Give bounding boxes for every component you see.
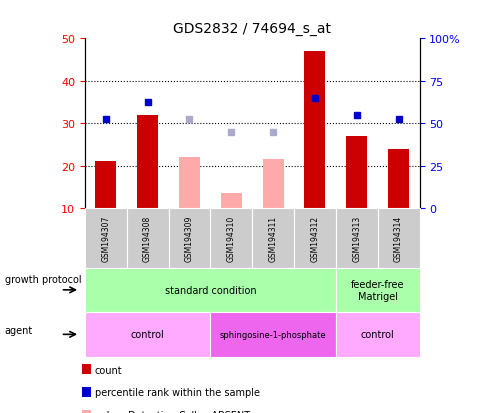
Text: GSM194309: GSM194309 (184, 215, 194, 262)
Bar (346, 137, 366, 209)
Text: GSM194313: GSM194313 (351, 216, 361, 261)
Bar (262, 160, 283, 209)
Text: growth protocol: growth protocol (5, 275, 81, 285)
Text: GSM194312: GSM194312 (310, 216, 319, 261)
Text: GSM194308: GSM194308 (143, 216, 152, 261)
Bar (95, 162, 116, 209)
Title: GDS2832 / 74694_s_at: GDS2832 / 74694_s_at (173, 21, 331, 36)
Text: standard condition: standard condition (164, 285, 256, 295)
Bar (137, 115, 158, 209)
Text: GSM194310: GSM194310 (227, 216, 235, 261)
Text: GSM194307: GSM194307 (101, 215, 110, 262)
Text: agent: agent (5, 325, 33, 335)
Text: GSM194314: GSM194314 (393, 216, 402, 261)
Text: control: control (360, 330, 394, 339)
Text: GSM194311: GSM194311 (268, 216, 277, 261)
Text: percentile rank within the sample: percentile rank within the sample (94, 387, 259, 397)
Text: control: control (131, 330, 164, 339)
Bar (304, 52, 325, 209)
Bar (220, 194, 241, 209)
Bar (179, 158, 199, 209)
Text: feeder-free
Matrigel: feeder-free Matrigel (350, 279, 404, 301)
Text: value, Detection Call = ABSENT: value, Detection Call = ABSENT (94, 410, 249, 413)
Text: count: count (94, 365, 122, 375)
Text: sphingosine-1-phosphate: sphingosine-1-phosphate (219, 330, 326, 339)
Bar (387, 149, 408, 209)
